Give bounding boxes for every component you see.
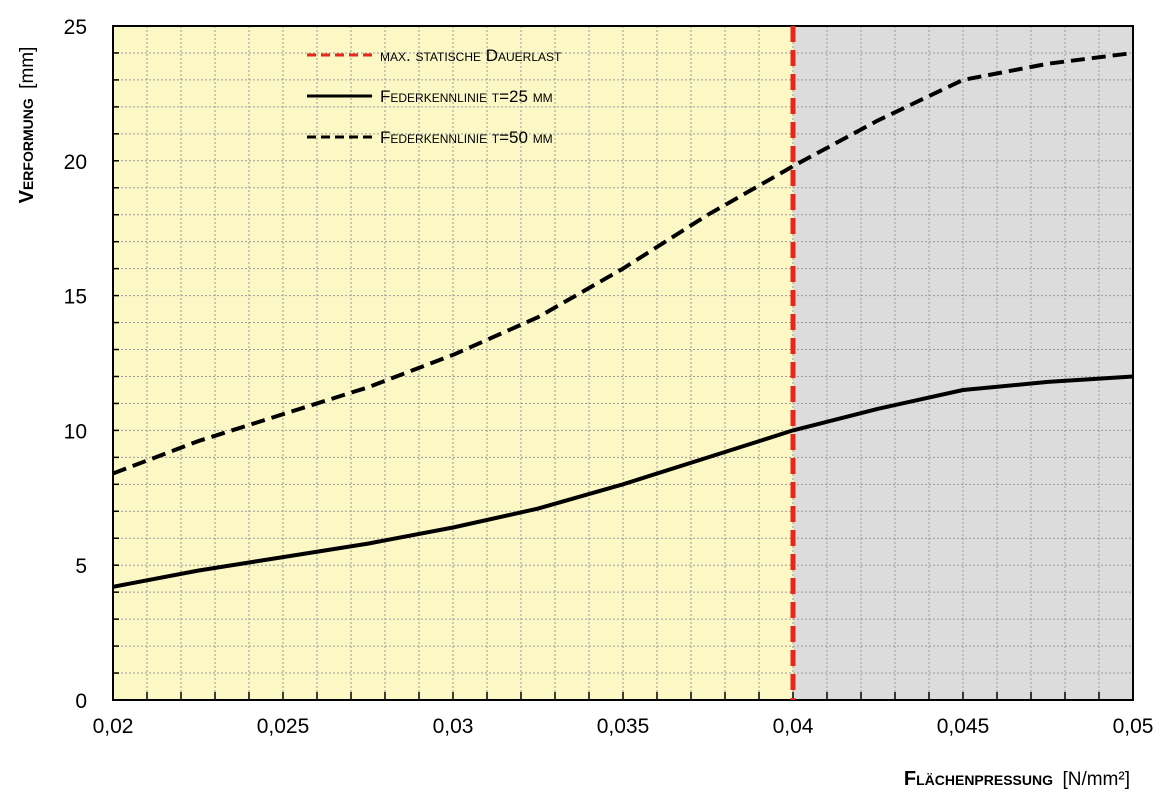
- x-axis-title-main: Flächenpressung: [904, 768, 1053, 790]
- y-axis-title-unit: [mm]: [17, 47, 38, 89]
- legend-label-0: max. statische Dauerlast: [380, 46, 562, 65]
- legend: max. statische Dauerlast Federkennlinie t…: [307, 46, 562, 147]
- x-tick-label: 0,045: [937, 715, 990, 738]
- legend-label-1: Federkennlinie t=25 mm: [380, 87, 553, 106]
- y-tick-label: 0: [75, 690, 87, 713]
- series-line-0: [112, 374, 1134, 589]
- x-tick-label: 0,03: [433, 715, 474, 738]
- legend-label-2: Federkennlinie t=50 mm: [380, 128, 553, 147]
- x-tick-label: 0,05: [1113, 715, 1154, 738]
- series-lines: [112, 51, 1134, 589]
- y-tick-label: 20: [64, 151, 87, 174]
- x-axis-title-unit: [N/mm²]: [1062, 769, 1130, 790]
- y-tick-label: 5: [75, 555, 87, 578]
- series-line-1: [112, 51, 1134, 476]
- x-tick-label: 0,025: [257, 715, 310, 738]
- y-tick-label: 10: [64, 420, 87, 443]
- x-tick-label: 0,02: [93, 715, 134, 738]
- x-tick-label: 0,035: [597, 715, 650, 738]
- x-tick-label: 0,04: [773, 715, 814, 738]
- y-axis-title-main: Verformung: [16, 98, 38, 203]
- y-axis-title: Verformung [mm]: [16, 47, 38, 204]
- axis-ticks: 0,02 0,025 0,03 0,035 0,04 0,045 0,05 0 5 10 15 20 2…: [64, 16, 1154, 738]
- y-tick-label: 25: [64, 16, 87, 39]
- x-axis-title: Flächenpressung [N/mm²]: [904, 768, 1130, 790]
- y-tick-label: 15: [64, 286, 87, 309]
